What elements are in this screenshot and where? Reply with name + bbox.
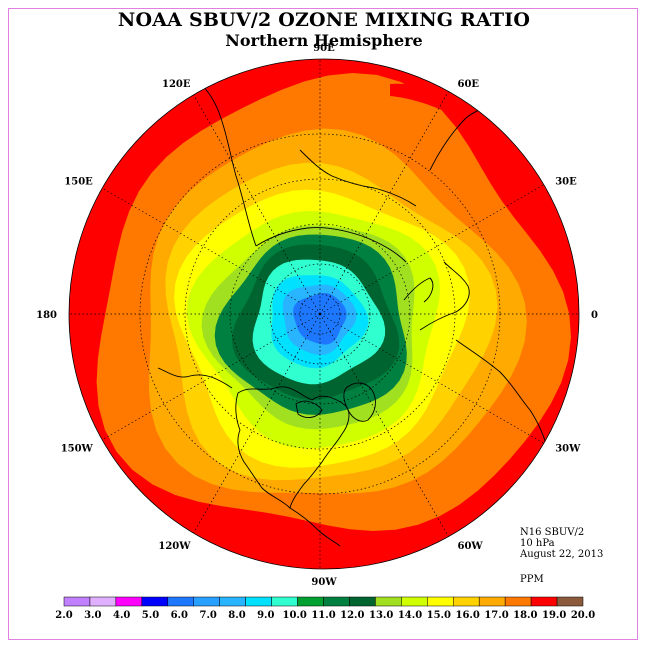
colorbar-tick-label: 4.0 bbox=[113, 610, 130, 621]
coastline-hudson-bay bbox=[295, 400, 323, 418]
ozone-max-asia bbox=[390, 83, 468, 116]
colorbar-cell bbox=[193, 596, 220, 607]
colorbar-tick-label: 13.0 bbox=[369, 610, 393, 621]
longitude-label: 0 bbox=[591, 310, 598, 321]
info-block: N16 SBUV/2 10 hPa August 22, 2013 bbox=[520, 527, 603, 560]
colorbar-tick-label: 10.0 bbox=[283, 610, 307, 621]
colorbar-cell bbox=[219, 596, 246, 607]
colorbar-cell bbox=[530, 596, 558, 607]
pressure-level-label: 10 hPa bbox=[520, 538, 555, 549]
colorbar-cell bbox=[349, 596, 376, 607]
coastlines bbox=[157, 79, 549, 547]
longitude-label: 90E bbox=[313, 43, 335, 54]
colorbar-cell bbox=[375, 596, 402, 607]
colorbar-tick-label: 2.0 bbox=[55, 610, 72, 621]
colorbar-tick-label: 8.0 bbox=[228, 610, 245, 621]
colorbar-tick-label: 6.0 bbox=[171, 610, 188, 621]
longitude-label: 180 bbox=[36, 310, 57, 321]
colorbar-tick-label: 19.0 bbox=[542, 610, 566, 621]
coastline-east-asia bbox=[195, 79, 257, 247]
colorbar-tick-label: 9.0 bbox=[257, 610, 274, 621]
colorbar-tick-label: 18.0 bbox=[513, 610, 537, 621]
instrument-label: N16 SBUV/2 bbox=[520, 527, 585, 538]
coastline-scandinavia bbox=[403, 277, 434, 303]
colorbar-tick-label: 17.0 bbox=[484, 610, 508, 621]
colorbar-cell bbox=[115, 596, 143, 607]
ozone-field bbox=[69, 59, 579, 569]
coastline-central-america bbox=[289, 507, 341, 547]
colorbar-cell bbox=[245, 596, 272, 607]
colorbar-tick-label: 15.0 bbox=[427, 610, 451, 621]
chart-title: NOAA SBUV/2 OZONE MIXING RATIO bbox=[117, 9, 531, 31]
coastline-siberia bbox=[255, 227, 407, 263]
colorbar-cell bbox=[271, 596, 298, 607]
date-label: August 22, 2013 bbox=[520, 549, 604, 560]
colorbar-tick-label: 5.0 bbox=[142, 610, 159, 621]
longitude-label: 60W bbox=[458, 541, 484, 552]
coastline-europe bbox=[419, 261, 470, 331]
colorbar-cell bbox=[89, 596, 117, 607]
colorbar-cell bbox=[556, 596, 584, 607]
colorbar-tick-label: 12.0 bbox=[340, 610, 364, 621]
colorbar-tick-label: 14.0 bbox=[398, 610, 422, 621]
map-boundary bbox=[68, 58, 580, 570]
longitude-label: 120W bbox=[158, 541, 191, 552]
colorbar-cell bbox=[504, 596, 532, 607]
longitude-label: 90W bbox=[311, 577, 337, 588]
colorbar-cell bbox=[167, 596, 195, 607]
colorbar-cell bbox=[478, 596, 506, 607]
coastline-north-america bbox=[235, 386, 350, 509]
longitude-label: 120E bbox=[162, 79, 191, 90]
chart-subtitle: Northern Hemisphere bbox=[225, 31, 423, 50]
colorbar-cell bbox=[297, 596, 324, 607]
coastline-greenland bbox=[343, 382, 376, 422]
latitude-circle bbox=[229, 223, 411, 405]
longitude-labels: 90E 120E 60E 150E 30E 180 0 150W 30W 120W 60W 90W bbox=[36, 43, 598, 588]
colorbar-cell bbox=[453, 596, 480, 607]
colorbar-tick-label: 16.0 bbox=[456, 610, 480, 621]
colorbar-cell bbox=[63, 596, 91, 607]
graticule bbox=[69, 59, 579, 569]
colorbar-cell bbox=[141, 596, 169, 607]
coastline-africa bbox=[455, 339, 549, 451]
colorbar-cell bbox=[401, 596, 428, 607]
colorbar-cell bbox=[323, 596, 350, 607]
colorbar-tick-label: 20.0 bbox=[571, 610, 595, 621]
figure-frame bbox=[8, 8, 638, 640]
coastline-central-asia bbox=[299, 149, 417, 207]
longitude-label: 150W bbox=[61, 444, 94, 455]
ozone-max-pacific bbox=[70, 120, 170, 300]
longitude-label: 150E bbox=[64, 177, 93, 188]
longitude-label: 30W bbox=[555, 444, 581, 455]
colorbar-cell bbox=[427, 596, 454, 607]
latitude-circle bbox=[269, 263, 371, 365]
colorbar-tick-label: 7.0 bbox=[199, 610, 216, 621]
colorbar-tick-label: 3.0 bbox=[84, 610, 101, 621]
coastline-alaska bbox=[157, 367, 233, 389]
longitude-label: 60E bbox=[458, 79, 480, 90]
latitude-circle bbox=[184, 178, 456, 450]
colorbar-tick-label: 11.0 bbox=[311, 610, 335, 621]
longitude-label: 30E bbox=[555, 177, 577, 188]
units-label: PPM bbox=[520, 574, 544, 585]
